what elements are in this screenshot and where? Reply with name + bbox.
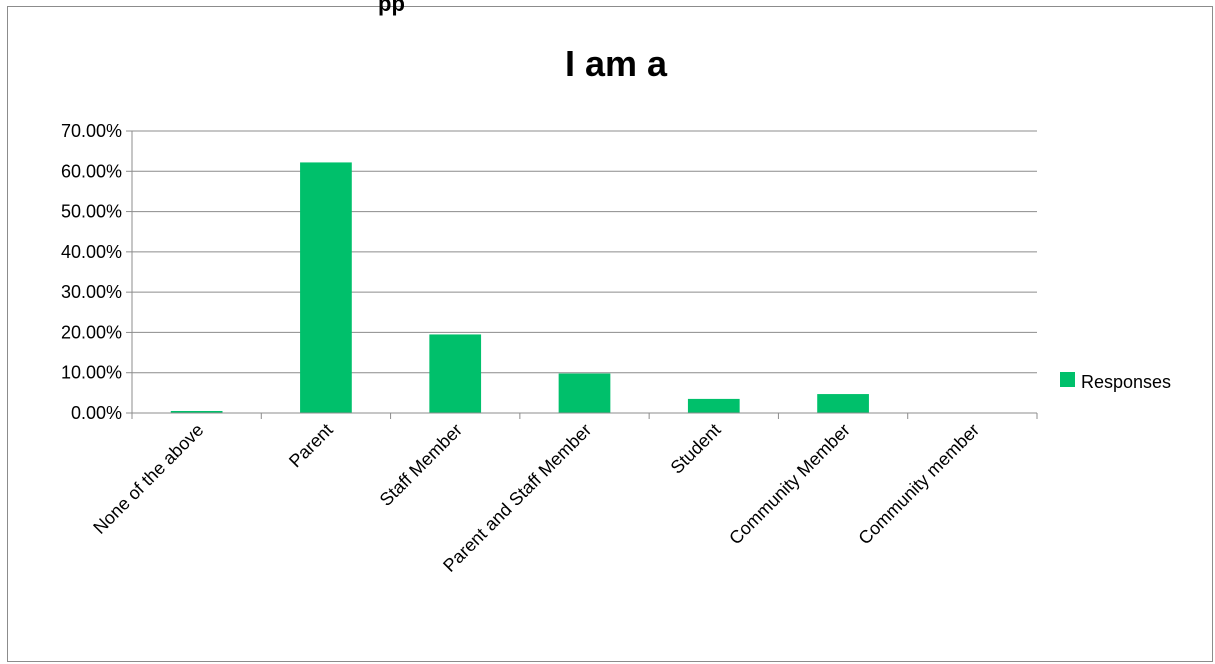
clipped-heading-fragment: pp	[378, 0, 405, 16]
x-tick-label: Community Member	[725, 420, 854, 549]
chart-title: I am a	[565, 43, 668, 84]
x-axis-labels: None of the above Parent Staff MemberParen…	[89, 420, 983, 576]
bar-parent-and-staff-member	[558, 373, 611, 413]
chart-frame: pp	[7, 0, 1213, 662]
x-tick-label: Community member	[854, 420, 983, 549]
bar-student	[687, 398, 740, 413]
y-axis-ticks: 0.00% 10.00% 20.00% 30.00% 40.00% 50.00% 60.00…	[61, 121, 132, 423]
y-tick-label: 50.00%	[61, 202, 122, 222]
y-tick-label: 20.00%	[61, 322, 122, 342]
legend: Responses	[1060, 372, 1171, 392]
gridlines	[132, 130, 1037, 374]
y-tick-label: 30.00%	[61, 282, 122, 302]
bars	[170, 162, 869, 413]
y-tick-label: 40.00%	[61, 242, 122, 262]
x-tick-label: Parent	[285, 420, 337, 472]
legend-swatch-responses	[1060, 372, 1075, 387]
legend-label-responses: Responses	[1081, 372, 1171, 392]
x-tick-label: Staff Member	[376, 420, 466, 510]
bar-staff-member	[429, 334, 482, 413]
bar-parent	[300, 162, 352, 413]
bar-community-member	[817, 394, 869, 413]
y-tick-label: 0.00%	[71, 403, 122, 423]
axes	[131, 131, 1038, 419]
x-tick-label: None of the above	[89, 420, 207, 538]
y-tick-label: 10.00%	[61, 363, 122, 383]
x-tick-label: Student	[667, 420, 725, 478]
y-tick-label: 60.00%	[61, 161, 122, 181]
x-tick-label: Parent and Staff Member	[439, 420, 595, 576]
y-tick-label: 70.00%	[61, 121, 122, 141]
bar-none-of-the-above	[170, 410, 223, 413]
